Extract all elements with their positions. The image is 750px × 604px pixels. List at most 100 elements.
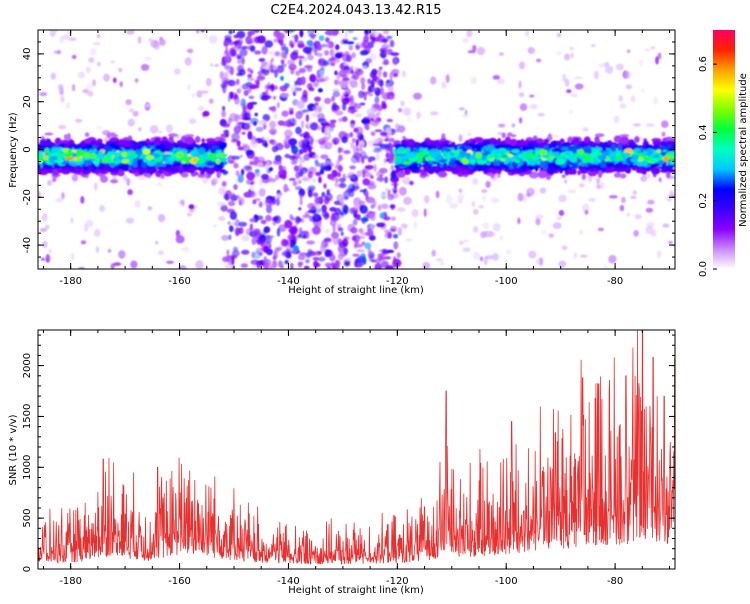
heatmap-cell xyxy=(71,54,77,60)
heatmap-cell xyxy=(84,132,90,137)
heatmap-cell xyxy=(632,190,637,196)
heatmap-cell xyxy=(577,170,581,176)
heatmap-cell xyxy=(353,127,359,133)
heatmap-cell xyxy=(276,227,281,237)
heatmap-cell xyxy=(518,80,522,89)
heatmap-cell xyxy=(238,83,243,93)
heatmap-cell xyxy=(509,138,518,146)
heatmap-cell xyxy=(50,72,56,80)
heatmap-cell xyxy=(290,159,297,166)
heatmap-cell xyxy=(241,235,250,242)
figure-title: C2E4.2024.043.13.42.R15 xyxy=(270,3,441,18)
heatmap-cell xyxy=(319,169,325,175)
heatmap-cell xyxy=(471,201,476,208)
heatmap-cell xyxy=(373,103,380,109)
heatmap-cell xyxy=(365,196,375,204)
heatmap-cell xyxy=(351,52,356,59)
heatmap-cell xyxy=(384,143,390,152)
heatmap-cell xyxy=(38,167,45,172)
heatmap-cell xyxy=(213,165,218,171)
heatmap-cell xyxy=(154,144,165,150)
heatmap-cell xyxy=(118,67,123,73)
heatmap-cell xyxy=(423,208,427,217)
heatmap-cell xyxy=(522,164,529,172)
heatmap-cell xyxy=(241,249,250,255)
heatmap-cell xyxy=(384,187,388,192)
heatmap-cell xyxy=(598,63,606,68)
heatmap-cell xyxy=(617,144,622,151)
heatmap-cell xyxy=(301,230,309,235)
heatmap-cell xyxy=(564,53,570,61)
heatmap-cell xyxy=(319,69,325,77)
heatmap-cell xyxy=(568,136,573,144)
heatmap-cell xyxy=(297,55,305,59)
heatmap-cell xyxy=(350,155,359,164)
heatmap-cell xyxy=(221,105,226,111)
heatmap-cell xyxy=(252,156,260,163)
heatmap-cell xyxy=(349,132,354,138)
heatmap-cell xyxy=(326,30,335,36)
heatmap-cell xyxy=(625,84,633,90)
heatmap-cell xyxy=(320,154,329,160)
heatmap-cell xyxy=(261,45,268,55)
heatmap-cell xyxy=(364,30,369,34)
heatmap-cell xyxy=(349,165,356,170)
heatmap-cell xyxy=(419,142,429,149)
heatmap-cell xyxy=(317,250,323,255)
heatmap-cell xyxy=(220,204,228,212)
heatmap-cell xyxy=(566,89,572,94)
heatmap-cell xyxy=(253,230,261,239)
heatmap-cell xyxy=(307,54,314,61)
heatmap-cell xyxy=(235,53,241,60)
heatmap-cell xyxy=(458,240,464,246)
heatmap-cell xyxy=(578,183,585,188)
heatmap-cell xyxy=(485,230,495,238)
heatmap-cell xyxy=(350,65,354,75)
heatmap-cell xyxy=(381,260,389,269)
heatmap-cell xyxy=(371,30,379,38)
heatmap-cell xyxy=(435,258,443,262)
heatmap-cell xyxy=(340,94,345,103)
heatmap-cell xyxy=(292,180,298,187)
heatmap-cell xyxy=(61,169,71,175)
heatmap-cell xyxy=(377,204,382,211)
heatmap-cell xyxy=(297,179,302,184)
heatmap-cell xyxy=(240,263,249,268)
heatmap-cell xyxy=(125,217,135,224)
heatmap-cell xyxy=(234,98,242,104)
heatmap-cell xyxy=(376,177,385,182)
heatmap-cell xyxy=(228,30,233,35)
heatmap-cell xyxy=(196,30,200,34)
heatmap-cell xyxy=(377,68,382,78)
heatmap-cell xyxy=(360,77,366,85)
heatmap-cell xyxy=(372,139,378,144)
heatmap-cell xyxy=(305,114,309,123)
heatmap-cell xyxy=(615,63,625,71)
heatmap-cell xyxy=(467,50,476,54)
heatmap-cell xyxy=(130,260,138,269)
heatmap-cell xyxy=(329,48,335,57)
heatmap-cell xyxy=(295,70,301,76)
heatmap-cell xyxy=(373,163,377,172)
heatmap-cell xyxy=(300,76,306,86)
heatmap-cell xyxy=(618,95,624,102)
heatmap-cell xyxy=(196,159,206,164)
heatmap-cell xyxy=(445,74,450,84)
heatmap-cell xyxy=(276,65,285,74)
heatmap-cell xyxy=(128,108,135,113)
heatmap-cell xyxy=(254,50,262,55)
heatmap-cell xyxy=(657,52,662,60)
heatmap-cell xyxy=(361,91,369,96)
heatmap-cell xyxy=(498,123,506,128)
heatmap-cell xyxy=(334,44,340,51)
heatmap-cell xyxy=(88,57,95,63)
heatmap-cell xyxy=(317,88,323,93)
heatmap-cell xyxy=(323,76,330,81)
heatmap-cell xyxy=(110,60,115,64)
heatmap-cell xyxy=(45,224,50,230)
heatmap-cell xyxy=(435,190,440,199)
heatmap-cell xyxy=(621,196,626,204)
heatmap-cell xyxy=(236,121,245,126)
heatmap-cell xyxy=(62,34,70,41)
heatmap-cell xyxy=(236,140,241,147)
